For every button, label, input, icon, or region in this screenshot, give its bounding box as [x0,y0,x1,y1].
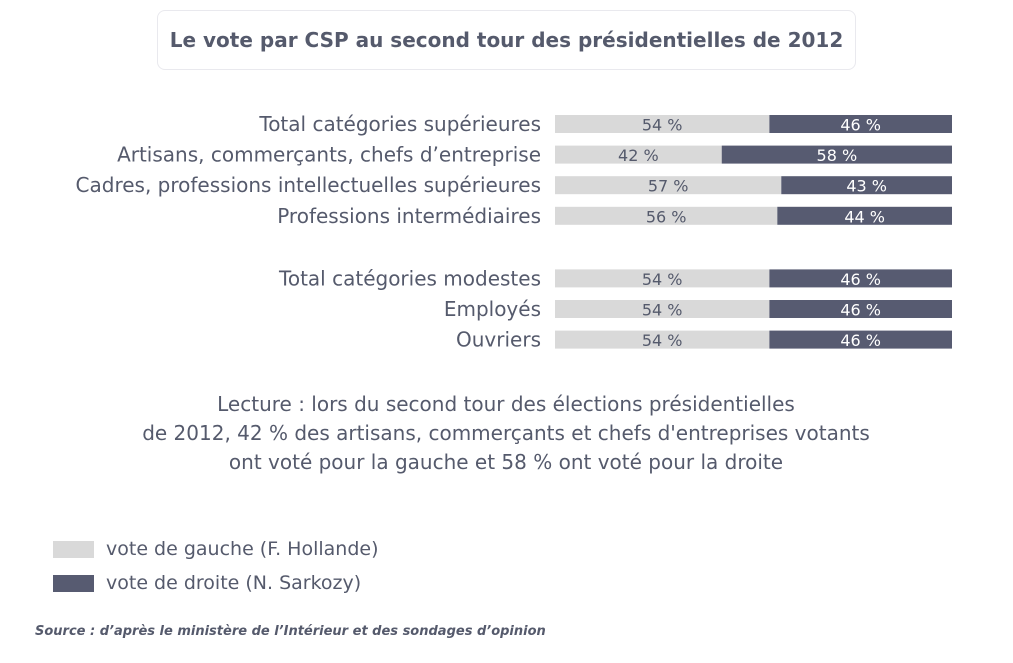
category-label: Ouvriers [456,328,541,352]
bar-droite [781,176,952,195]
legend-swatch-gauche [53,540,94,558]
category-label: Artisans, commerçants, chefs d’entrepris… [117,143,541,167]
value-label-gauche: 54 % [642,331,683,350]
bar-droite [769,330,952,349]
value-label-droite: 46 % [840,270,881,289]
reading-note-line-1: Lecture : lors du second tour des électi… [217,392,795,416]
bar-gauche [555,300,770,318]
value-label-droite: 46 % [840,301,881,320]
bar-gauche [555,145,722,164]
bar-droite [769,300,952,318]
bar-droite [769,269,952,288]
value-label-gauche: 54 % [642,301,683,320]
value-label-droite: 44 % [844,207,885,226]
bar-gauche [555,330,770,349]
reading-note-line-2: de 2012, 42 % des artisans, commerçants … [142,421,870,445]
value-label-droite: 46 % [840,116,881,135]
value-label-gauche: 42 % [618,146,659,165]
value-label-gauche: 56 % [646,207,687,226]
value-label-droite: 58 % [817,146,858,165]
bar-droite [721,145,952,164]
legend-item-gauche: vote de gauche (F. Hollande) [53,538,379,560]
legend-label-gauche: vote de gauche (F. Hollande) [106,538,379,560]
source-note: Source : d’après le ministère de l’Intér… [35,624,546,639]
category-label: Professions intermédiaires [277,204,541,228]
bar-gauche [555,269,770,288]
stacked-bar-chart: Total catégories supérieures 54 % 46 % Arti… [76,112,952,352]
chart-title-box: Le vote par CSP au second tour des prési… [157,10,856,70]
category-label: Cadres, professions intellectuelles supé… [76,173,541,197]
bar-droite [769,115,952,133]
category-label: Employés [444,297,541,321]
bar-gauche [555,115,770,133]
legend-swatch-droite [53,574,94,592]
legend-item-droite: vote de droite (N. Sarkozy) [53,572,361,594]
category-label: Total catégories supérieures [258,112,541,136]
value-label-droite: 43 % [846,177,887,196]
value-label-gauche: 54 % [642,270,683,289]
legend-label-droite: vote de droite (N. Sarkozy) [106,572,362,594]
bar-gauche [555,176,782,195]
chart-title: Le vote par CSP au second tour des prési… [169,28,844,52]
reading-note-line-3: ont voté pour la gauche et 58 % ont voté… [228,450,784,474]
value-label-gauche: 57 % [648,177,689,196]
value-label-gauche: 54 % [642,116,683,135]
value-label-droite: 46 % [840,331,881,350]
reading-note: Lecture : lors du second tour des électi… [56,390,956,477]
bar-gauche [555,206,778,225]
bar-droite [777,206,952,225]
category-label: Total catégories modestes [278,266,541,290]
